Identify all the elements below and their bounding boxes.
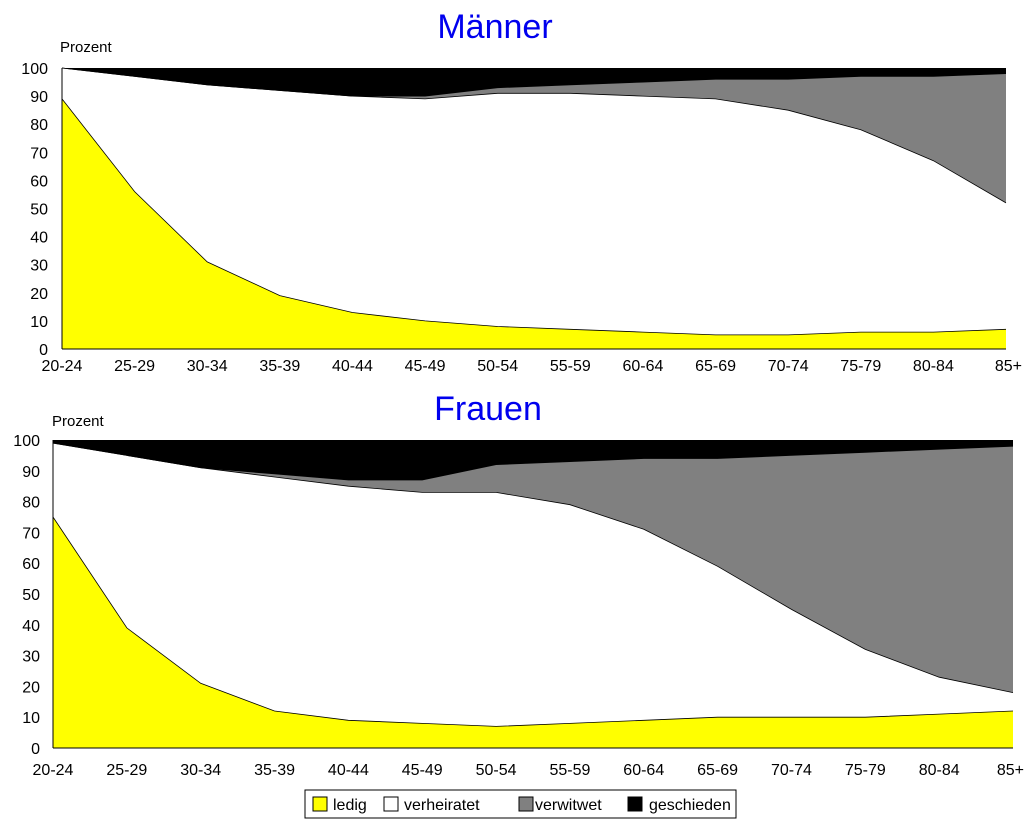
boundary-line-verheiratet — [52, 442, 1014, 693]
x-tick-label: 75-79 — [845, 762, 886, 779]
y-tick-label: 10 — [22, 710, 40, 727]
y-tick-label: 60 — [22, 556, 40, 573]
chart-maenner: Männer Prozent 0 10 20 30 40 50 60 70 80 90 100 20… — [21, 8, 1022, 375]
x-tick-label: 75-79 — [840, 358, 881, 375]
x-tick-label: 85+ — [995, 358, 1022, 375]
y-axis-label: Prozent — [52, 413, 105, 430]
legend-swatch — [627, 796, 643, 812]
y-tick-label: 100 — [13, 433, 40, 450]
x-tick-label: 20-24 — [33, 762, 74, 779]
y-tick-label: 80 — [30, 117, 48, 134]
legend-item-verheiratet: verheiratet — [383, 796, 480, 814]
legend-swatch — [312, 796, 328, 812]
boundary-lines — [61, 67, 1007, 336]
boundary-line-ledig — [52, 516, 1014, 727]
x-tick-labels: 20-24 25-29 30-34 35-39 40-44 45-49 50-54 55-59… — [42, 358, 1022, 375]
y-tick-label: 20 — [30, 286, 48, 303]
x-tick-label: 40-44 — [328, 762, 369, 779]
area-verwitwet — [53, 443, 1013, 693]
y-tick-label: 90 — [30, 89, 48, 106]
x-tick-label: 25-29 — [114, 358, 155, 375]
boundary-line-ledig — [61, 98, 1007, 336]
y-tick-label: 90 — [22, 464, 40, 481]
x-tick-label: 85+ — [997, 762, 1024, 779]
y-tick-label: 50 — [30, 202, 48, 219]
y-tick-label: 30 — [22, 649, 40, 666]
y-tick-label: 50 — [22, 587, 40, 604]
chart-frauen: Frauen Prozent 0 10 20 30 40 50 60 70 80 90 100 20… — [13, 390, 1024, 779]
x-tick-label: 30-34 — [180, 762, 221, 779]
y-axis-label: Prozent — [60, 39, 113, 56]
x-tick-labels: 20-24 25-29 30-34 35-39 40-44 45-49 50-54 55-59… — [33, 762, 1024, 779]
area-ledig — [53, 517, 1013, 748]
x-tick-label: 30-34 — [187, 358, 228, 375]
y-tick-label: 70 — [22, 525, 40, 542]
area-verheiratet — [62, 68, 1006, 335]
legend-item-ledig: ledig — [312, 796, 367, 814]
legend-label: geschieden — [649, 797, 731, 814]
y-tick-label: 20 — [22, 679, 40, 696]
y-tick-label: 40 — [22, 618, 40, 635]
x-tick-label: 50-54 — [477, 358, 518, 375]
x-tick-label: 70-74 — [768, 358, 809, 375]
boundary-lines — [52, 442, 1014, 727]
x-tick-label: 50-54 — [476, 762, 517, 779]
boundary-line-verwitwet — [52, 442, 1014, 481]
x-tick-label: 60-64 — [623, 762, 664, 779]
y-tick-label: 80 — [22, 495, 40, 512]
legend-label: ledig — [333, 797, 367, 814]
x-tick-label: 55-59 — [550, 358, 591, 375]
legend-swatch — [518, 796, 534, 812]
y-tick-label: 0 — [31, 741, 40, 758]
y-tick-labels: 0 10 20 30 40 50 60 70 80 90 100 — [21, 61, 48, 359]
area-ledig — [62, 98, 1006, 350]
x-tick-label: 80-84 — [919, 762, 960, 779]
x-tick-label: 65-69 — [697, 762, 738, 779]
legend-swatch — [383, 796, 399, 812]
y-tick-label: 70 — [30, 145, 48, 162]
x-tick-label: 25-29 — [106, 762, 147, 779]
area-layers — [53, 440, 1013, 748]
legend-label: verheiratet — [404, 797, 480, 814]
area-verwitwet — [62, 68, 1006, 203]
x-tick-label: 35-39 — [259, 358, 300, 375]
x-tick-label: 65-69 — [695, 358, 736, 375]
legend-item-geschieden: geschieden — [627, 796, 731, 814]
area-layers — [62, 68, 1006, 350]
x-tick-label: 60-64 — [622, 358, 663, 375]
y-tick-label: 0 — [39, 342, 48, 359]
y-tick-label: 10 — [30, 314, 48, 331]
x-tick-label: 35-39 — [254, 762, 295, 779]
y-tick-label: 30 — [30, 258, 48, 275]
y-tick-label: 40 — [30, 230, 48, 247]
legend-label: verwitwet — [535, 797, 602, 814]
x-tick-label: 55-59 — [549, 762, 590, 779]
x-tick-label: 45-49 — [405, 358, 446, 375]
axes — [52, 440, 1013, 749]
y-tick-label: 60 — [30, 173, 48, 190]
area-geschieden — [53, 440, 1013, 480]
x-tick-label: 40-44 — [332, 358, 373, 375]
x-tick-label: 20-24 — [42, 358, 83, 375]
chart-title: Männer — [437, 8, 552, 46]
boundary-line-verwitwet — [61, 67, 1007, 97]
area-verheiratet — [53, 443, 1013, 727]
y-tick-labels: 0 10 20 30 40 50 60 70 80 90 100 — [13, 433, 40, 758]
x-tick-label: 80-84 — [913, 358, 954, 375]
chart-title: Frauen — [434, 390, 542, 428]
x-tick-label: 45-49 — [402, 762, 443, 779]
area-geschieden — [62, 68, 1006, 97]
legend-item-verwitwet: verwitwet — [518, 796, 602, 814]
legend: ledig verheiratet verwitwet geschieden — [304, 789, 737, 819]
x-tick-label: 70-74 — [771, 762, 812, 779]
axes — [61, 68, 1006, 350]
y-tick-label: 100 — [21, 61, 48, 78]
